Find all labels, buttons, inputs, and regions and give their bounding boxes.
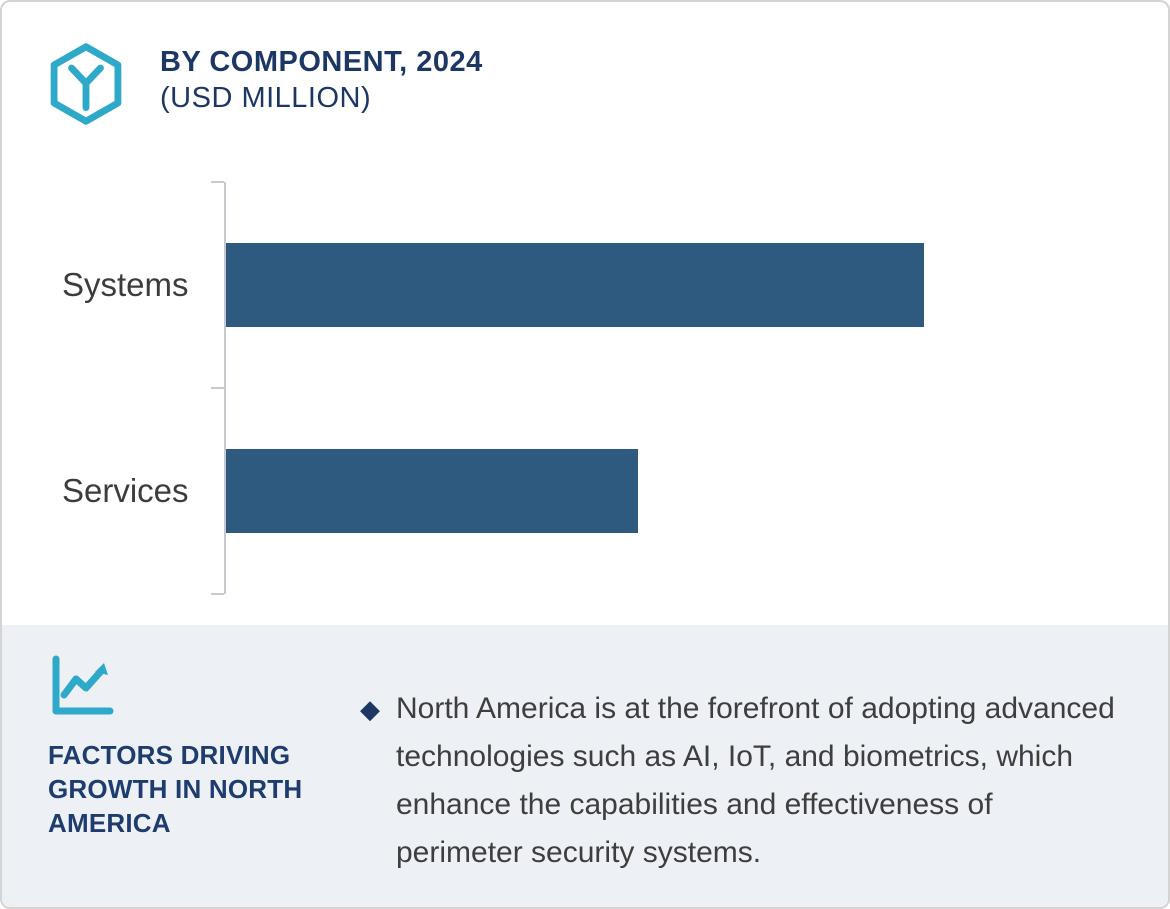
- bar-systems: [226, 243, 924, 327]
- line-chart-icon: [48, 653, 360, 719]
- hexagon-y-logo-icon: [48, 42, 124, 126]
- category-labels: Systems Services: [2, 182, 224, 594]
- bar-services: [226, 449, 638, 533]
- footer-heading: FACTORS DRIVING GROWTH IN NORTH AMERICA: [48, 740, 303, 838]
- footer-bullet-text: North America is at the forefront of ado…: [396, 692, 1115, 869]
- category-label-services: Services: [62, 472, 189, 509]
- axis-tick: [211, 181, 224, 183]
- bar-row: [226, 388, 1168, 594]
- bar-row: [226, 182, 1168, 388]
- plot-area: [211, 181, 1168, 595]
- header: BY COMPONENT, 2024 (USD MILLION): [2, 2, 1168, 126]
- chart-title: BY COMPONENT, 2024: [160, 46, 483, 78]
- footer-left-column: FACTORS DRIVING GROWTH IN NORTH AMERICA: [48, 653, 360, 907]
- bar-chart: Systems Services: [2, 181, 1168, 595]
- chart-title-block: BY COMPONENT, 2024 (USD MILLION): [160, 42, 483, 117]
- footer-bullet-item: ◆ North America is at the forefront of a…: [360, 653, 1120, 907]
- axis-tick: [211, 387, 224, 389]
- category-label-systems: Systems: [62, 266, 189, 303]
- axis-tick: [211, 593, 224, 595]
- footer-panel: FACTORS DRIVING GROWTH IN NORTH AMERICA …: [2, 625, 1168, 907]
- diamond-bullet-icon: ◆: [360, 694, 380, 724]
- chart-subtitle: (USD MILLION): [160, 82, 372, 115]
